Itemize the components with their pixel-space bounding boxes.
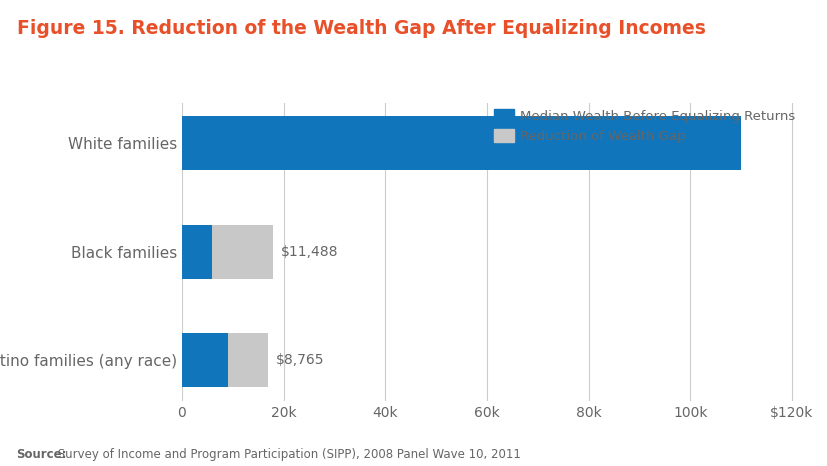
Bar bbox=[182, 225, 274, 279]
Bar bbox=[182, 333, 269, 387]
Bar bbox=[182, 116, 741, 170]
Bar bbox=[182, 333, 227, 387]
Bar bbox=[182, 225, 213, 279]
Text: $8,765: $8,765 bbox=[276, 353, 324, 367]
Text: Survey of Income and Program Participation (SIPP), 2008 Panel Wave 10, 2011: Survey of Income and Program Participati… bbox=[54, 448, 521, 461]
Text: $11,488: $11,488 bbox=[281, 245, 338, 259]
Legend: Median Wealth Before Equalizing Returns, Reduction of Wealth Gap: Median Wealth Before Equalizing Returns,… bbox=[494, 109, 796, 143]
Text: Figure 15. Reduction of the Wealth Gap After Equalizing Incomes: Figure 15. Reduction of the Wealth Gap A… bbox=[17, 19, 705, 38]
Text: Source:: Source: bbox=[17, 448, 67, 461]
